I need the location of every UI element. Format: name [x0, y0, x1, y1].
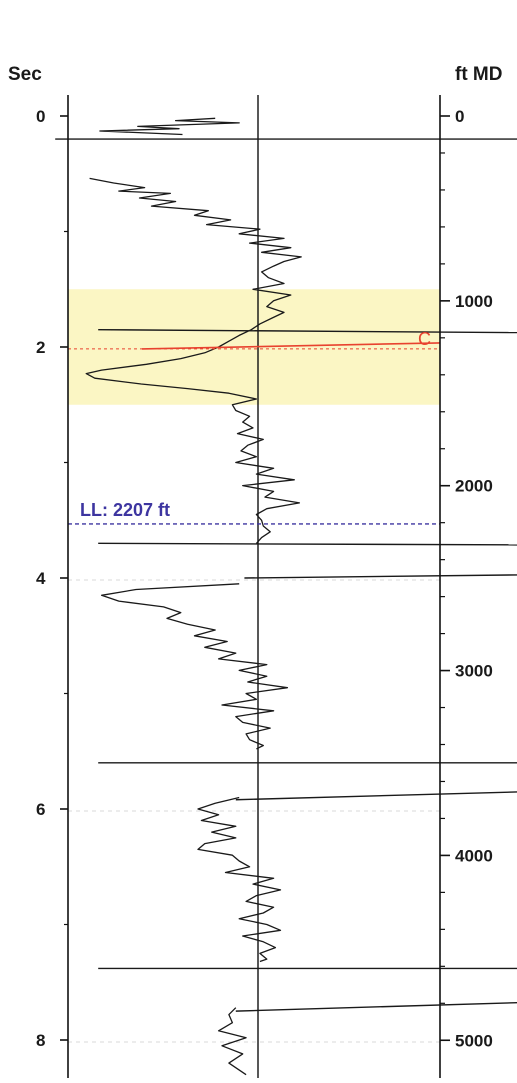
left-tick-label-8: 8: [36, 1031, 45, 1050]
right-tick-label-5000: 5000: [455, 1031, 493, 1050]
trace-spike-7: [235, 1001, 517, 1012]
left-axis-title: Sec: [8, 64, 42, 85]
right-tick-label-3000: 3000: [455, 662, 493, 681]
marker-c-label: C: [418, 329, 431, 349]
log-trace: [85, 117, 302, 1076]
right-tick-label-2000: 2000: [455, 477, 493, 496]
right-tick-label-1000: 1000: [455, 292, 493, 311]
trace-spike-2: [98, 542, 517, 546]
right-tick-label-0: 0: [455, 107, 464, 126]
left-tick-label-0: 0: [36, 107, 45, 126]
left-tick-label-2: 2: [36, 338, 45, 357]
trace-spike-5: [235, 791, 517, 801]
marker-c-solid-line: [141, 342, 441, 350]
left-tick-label-6: 6: [36, 800, 45, 819]
right-tick-label-4000: 4000: [455, 846, 493, 865]
marker-ll-label: LL: 2207 ft: [80, 500, 170, 520]
trace-spike-3: [244, 574, 517, 579]
trace-spike-1: [98, 328, 517, 334]
right-axis-title: ft MD: [455, 64, 502, 85]
left-tick-label-4: 4: [36, 569, 46, 588]
